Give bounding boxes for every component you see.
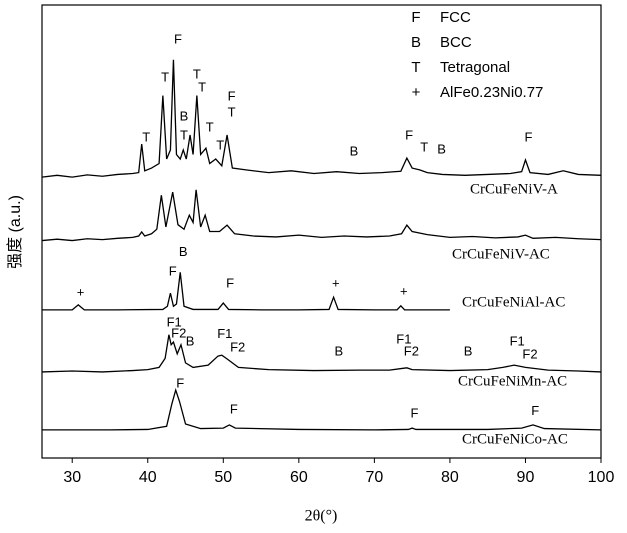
peak-label: T	[228, 104, 236, 119]
peak-label: F2	[230, 339, 245, 354]
peak-label: B	[180, 108, 189, 123]
peak-label: T	[420, 140, 428, 155]
series-label: CrCuFeNiV-A	[470, 181, 558, 197]
peak-label: +	[332, 275, 340, 290]
peak-label: F2	[404, 343, 419, 358]
peak-label: F	[531, 403, 539, 418]
x-tick-label: 90	[517, 469, 535, 486]
x-tick-label: 80	[441, 469, 459, 486]
peak-label: T	[161, 69, 169, 84]
peak-label: F	[405, 127, 413, 142]
peak-label: F	[525, 130, 533, 145]
x-tick-label: 40	[139, 469, 157, 486]
x-tick-label: 100	[588, 469, 615, 486]
peak-label: F	[230, 401, 238, 416]
y-axis-label: 强度 (a.u.)	[6, 195, 24, 269]
series-label: CrCuFeNiMn-AC	[458, 373, 567, 389]
peak-label: F	[176, 376, 184, 391]
peak-label: F2	[522, 347, 537, 362]
x-axis-label: 2θ(°)	[305, 508, 338, 525]
legend-label: Tetragonal	[440, 59, 510, 76]
peak-label: +	[77, 285, 85, 300]
peak-label: B	[179, 244, 188, 259]
xrd-pattern	[42, 272, 450, 310]
peak-label: F	[228, 88, 236, 103]
x-tick-label: 50	[214, 469, 232, 486]
peak-label: F	[169, 263, 177, 278]
legend-symbol: T	[411, 59, 420, 76]
x-tick-label: 60	[290, 469, 308, 486]
peak-label: B	[186, 333, 195, 348]
chart: 2θ(°) 强度 (a.u.) 30 40 50 60 70 80 90 100 CrCuFeN…	[0, 0, 627, 533]
peak-label: F	[174, 31, 182, 46]
xrd-pattern	[42, 60, 601, 177]
legend-label: FCC	[440, 9, 471, 26]
legend-symbol: +	[412, 84, 421, 101]
legend-label: BCC	[440, 34, 472, 51]
peak-label: T	[180, 127, 188, 142]
peak-label: F2	[171, 325, 186, 340]
peak-label: T	[198, 79, 206, 94]
x-tick-label: 70	[365, 469, 383, 486]
peak-label: B	[464, 343, 473, 358]
legend-label: AlFe0.23Ni0.77	[440, 84, 543, 101]
peak-label: B	[350, 144, 359, 159]
peak-label: B	[335, 343, 344, 358]
peak-label: +	[400, 284, 408, 299]
plot-frame	[42, 5, 601, 458]
series-label: CrCuFeNiV-AC	[452, 246, 550, 262]
x-tick-label: 30	[63, 469, 81, 486]
series-label: CrCuFeNiAl-AC	[462, 294, 565, 310]
legend-symbol: F	[411, 9, 420, 26]
series-label: CrCuFeNiCo-AC	[462, 431, 568, 447]
peak-label: F	[410, 405, 418, 420]
legend-symbol: B	[411, 34, 421, 51]
peak-label: T	[206, 120, 214, 135]
xrd-pattern	[42, 390, 601, 430]
peak-label: F	[226, 275, 234, 290]
peak-label: T	[216, 137, 224, 152]
peak-label: T	[142, 130, 150, 145]
peak-label: B	[437, 141, 446, 156]
